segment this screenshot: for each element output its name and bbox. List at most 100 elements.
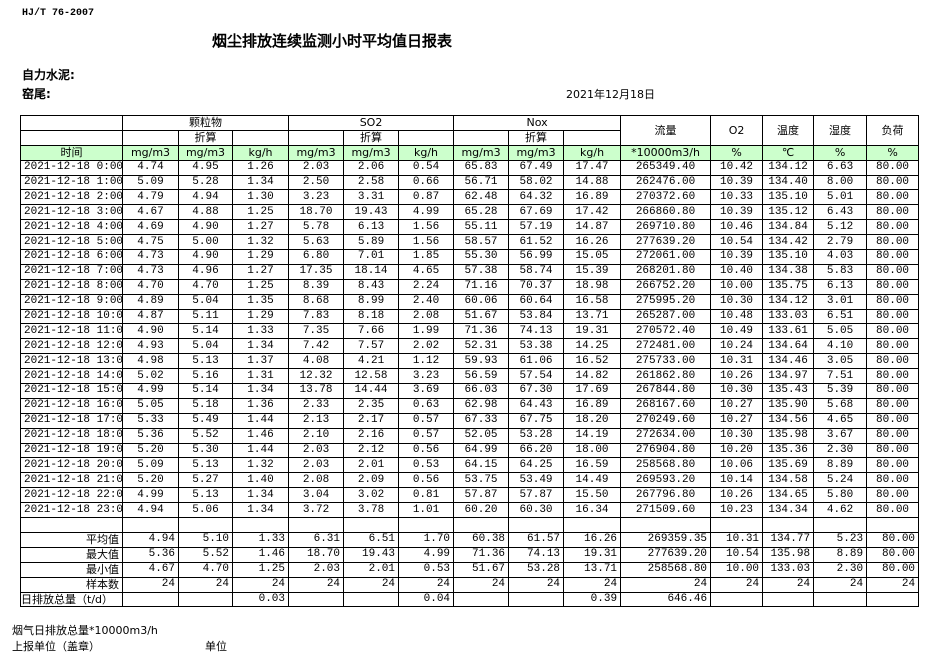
header-particulate: 颗粒物	[121, 115, 290, 131]
data-cell: 55.11	[453, 219, 510, 236]
data-cell: 265287.00	[620, 308, 712, 325]
data-cell: 0.03	[231, 591, 290, 608]
header-nox: Nox	[453, 115, 622, 131]
header-humidity: 湿度	[813, 115, 868, 146]
time-cell: 2021-12-18 10:00	[20, 308, 123, 325]
data-cell: 4.95	[178, 159, 233, 176]
data-cell: 80.00	[866, 234, 920, 251]
data-cell: 134.97	[762, 368, 815, 385]
header-row-1: 颗粒物 SO2 Nox 流量 O2 温度 湿度 负荷	[20, 115, 920, 146]
table-row: 2021-12-18 19:00 5.20 5.30 1.44 2.03 2.12 0.56…	[20, 442, 920, 459]
data-cell: 5.18	[178, 397, 233, 414]
blank-cell	[563, 517, 622, 533]
data-cell: 0.04	[398, 591, 455, 608]
data-cell: 7.01	[343, 249, 400, 265]
data-cell: 5.00	[178, 234, 233, 251]
table-row: 2021-12-18 9:00 4.89 5.04 1.35 8.68 8.99 2.40 6…	[20, 293, 920, 310]
data-cell: 2.58	[343, 174, 400, 191]
data-cell: 269710.80	[620, 219, 712, 236]
data-cell: 0.81	[398, 487, 455, 504]
data-cell: 80.00	[866, 442, 920, 459]
data-cell: 135.98	[762, 546, 815, 563]
table-row: 2021-12-18 6:00 4.73 4.90 1.29 6.80 7.01 1.85 5…	[20, 249, 920, 265]
data-cell: 8.68	[288, 293, 345, 310]
data-cell: 14.49	[563, 472, 622, 489]
data-cell: 5.14	[178, 383, 233, 399]
data-cell: 1.37	[231, 353, 290, 370]
data-cell: 10.23	[710, 502, 764, 519]
data-cell: 80.00	[866, 472, 920, 489]
data-cell: 53.75	[453, 472, 510, 489]
data-cell: 4.90	[178, 249, 233, 265]
blank-cell	[453, 129, 510, 146]
data-cell: 1.44	[231, 412, 290, 429]
data-cell: 270249.60	[620, 412, 712, 429]
table-row: 2021-12-18 22:00 4.99 5.13 1.34 3.04 3.02 0.81…	[20, 487, 920, 504]
table-row: 2021-12-18 4:00 4.69 4.90 1.27 5.78 6.13 1.56 5…	[20, 219, 920, 236]
data-cell: 271509.60	[620, 502, 712, 519]
data-cell: 10.46	[710, 219, 764, 236]
data-cell: 2.01	[343, 561, 400, 578]
data-cell: 2.17	[343, 412, 400, 429]
unit-cell: mg/m3	[508, 144, 565, 161]
data-cell: 262476.00	[620, 174, 712, 191]
data-cell: 13.71	[563, 561, 622, 578]
data-cell: 67.30	[508, 383, 565, 399]
data-cell: 5.24	[813, 472, 868, 489]
data-cell: 4.75	[122, 234, 179, 251]
data-cell: 58.02	[508, 174, 565, 191]
data-cell: 24	[508, 576, 565, 593]
data-cell: 5.09	[122, 174, 179, 191]
blank-cell	[453, 517, 510, 533]
data-cell: 10.30	[710, 383, 764, 399]
data-cell: 14.87	[563, 219, 622, 236]
data-cell: 4.62	[813, 502, 868, 519]
summary-label: 最大值	[20, 546, 123, 563]
data-cell: 4.73	[122, 263, 179, 280]
data-cell: 24	[398, 576, 455, 593]
data-cell: 80.00	[866, 204, 920, 221]
time-cell: 2021-12-18 12:00	[20, 338, 123, 355]
data-cell: 17.47	[563, 159, 622, 176]
header-units-row: 时间 mg/m3 mg/m3 kg/h mg/m3 mg/m3 kg/h mg/m3 mg/m…	[20, 144, 920, 161]
data-cell: 1.46	[231, 546, 290, 563]
blank-cell	[813, 517, 868, 533]
table-row: 2021-12-18 2:00 4.79 4.94 1.30 3.23 3.31 0.87 6…	[20, 189, 920, 206]
summary-label: 样本数	[20, 576, 123, 593]
data-cell: 16.34	[563, 502, 622, 519]
header-o2: O2	[710, 115, 764, 146]
data-cell: 4.98	[122, 353, 179, 370]
report-title: 烟尘排放连续监测小时平均值日报表	[212, 32, 453, 50]
data-cell: 67.33	[453, 412, 510, 429]
data-cell: 134.42	[762, 234, 815, 251]
data-cell: 4.99	[122, 487, 179, 504]
time-cell: 2021-12-18 3:00	[20, 204, 123, 221]
data-cell: 0.56	[398, 472, 455, 489]
data-cell: 19.31	[563, 546, 622, 563]
data-cell: 3.67	[813, 427, 868, 444]
data-cell: 1.25	[231, 561, 290, 578]
header-so2: SO2	[288, 115, 455, 131]
data-cell: 134.12	[762, 293, 815, 310]
blank-cell	[231, 517, 290, 533]
table-row: 2021-12-18 16:00 5.05 5.18 1.36 2.33 2.35 0.63…	[20, 397, 920, 414]
data-cell: 135.98	[762, 427, 815, 444]
data-cell: 65.83	[453, 159, 510, 176]
data-cell: 4.67	[122, 561, 179, 578]
data-cell: 60.30	[508, 502, 565, 519]
data-cell: 0.53	[398, 457, 455, 474]
data-cell: 1.25	[231, 278, 290, 295]
data-cell: 70.37	[508, 278, 565, 295]
data-cell: 4.88	[178, 204, 233, 221]
data-cell: 4.21	[343, 353, 400, 370]
data-cell: 6.31	[288, 531, 345, 548]
data-cell: 2.50	[288, 174, 345, 191]
table-row: 2021-12-18 5:00 4.75 5.00 1.32 5.63 5.89 1.56 5…	[20, 234, 920, 251]
unit-cell: *10000m3/h	[620, 144, 712, 161]
data-cell: 24	[710, 576, 764, 593]
data-cell: 1.25	[231, 204, 290, 221]
blank-cell	[866, 517, 920, 533]
unit-label: 单位	[205, 640, 227, 653]
data-cell: 2.06	[343, 159, 400, 176]
data-cell: 64.15	[453, 457, 510, 474]
